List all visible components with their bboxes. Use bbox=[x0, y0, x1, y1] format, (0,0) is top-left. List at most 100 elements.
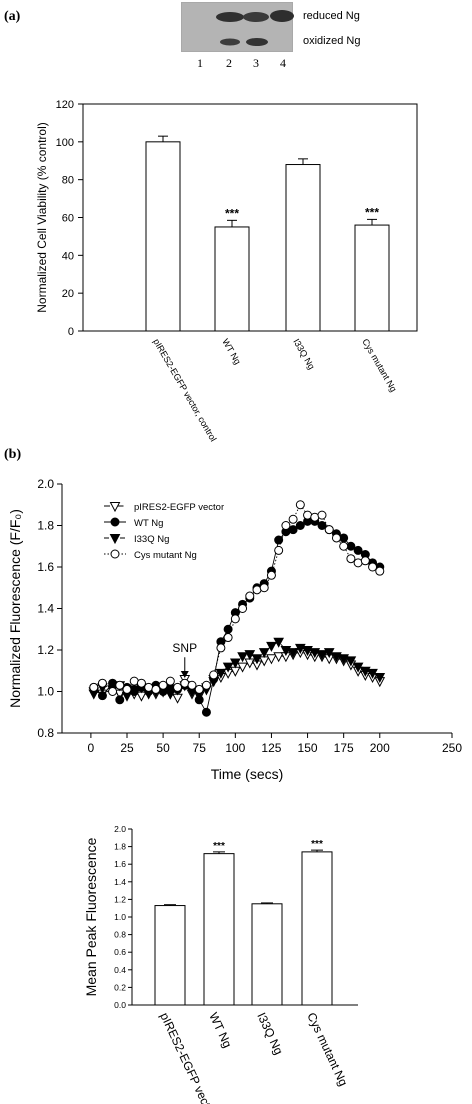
data-point bbox=[374, 672, 386, 684]
data-point bbox=[346, 554, 356, 564]
data-point bbox=[266, 570, 276, 580]
data-point bbox=[317, 510, 327, 520]
gel-lane-3: 3 bbox=[253, 56, 259, 70]
data-point bbox=[128, 685, 140, 696]
peak-fluorescence-bar-chart: 0.0 0.2 0.4 0.6 0.8 1.0 1.2 1.4 1.6 1.8 2.0 pIRES2-… bbox=[83, 824, 358, 1104]
data-point bbox=[281, 521, 291, 530]
gel-image bbox=[181, 2, 294, 52]
data-point bbox=[230, 614, 240, 624]
data-point bbox=[165, 676, 175, 686]
x-category-label: I33Q Ng bbox=[291, 337, 316, 371]
legend-marker bbox=[109, 534, 121, 545]
y-tick-label: 0 bbox=[68, 326, 74, 338]
x-tick-label: 250 bbox=[442, 741, 462, 755]
data-point bbox=[136, 691, 147, 702]
x-tick-label: 100 bbox=[225, 741, 245, 755]
y-axis-title: Normalized Fluorescence (F/F₀) bbox=[7, 509, 23, 708]
bar bbox=[214, 226, 250, 332]
data-point bbox=[173, 682, 183, 692]
legend-label: WT Ng bbox=[134, 518, 163, 529]
data-point bbox=[360, 556, 370, 566]
data-point bbox=[209, 670, 219, 680]
y-tick-label: 0.4 bbox=[114, 965, 126, 975]
data-point bbox=[324, 525, 334, 535]
y-tick-label: 1.2 bbox=[114, 894, 126, 904]
gel-band-label-oxidized: oxidized Ng bbox=[303, 35, 360, 47]
legend-label: I33Q Ng bbox=[134, 534, 169, 545]
y-tick-label: 1.6 bbox=[114, 859, 126, 869]
y-tick-label: 0.8 bbox=[114, 930, 126, 940]
data-point bbox=[223, 633, 233, 643]
data-point bbox=[295, 521, 305, 530]
data-point bbox=[115, 695, 125, 705]
y-tick-label: 100 bbox=[56, 137, 74, 149]
x-category-label: pIRES2-EGFP vector bbox=[157, 1010, 218, 1104]
bar bbox=[145, 141, 181, 332]
x-category-label: WT Ng bbox=[220, 337, 243, 366]
x-axis-title: Time (secs) bbox=[211, 766, 284, 782]
significance-label: *** bbox=[365, 205, 379, 219]
y-tick-label: 1.8 bbox=[37, 519, 54, 533]
series-group bbox=[89, 500, 385, 696]
bar bbox=[251, 903, 283, 1006]
data-point bbox=[108, 687, 118, 696]
data-point bbox=[158, 680, 168, 690]
legend-marker bbox=[109, 502, 121, 513]
y-axis-title: Normalized Cell Viability (% control) bbox=[35, 122, 49, 313]
data-point bbox=[222, 662, 234, 673]
data-point bbox=[115, 680, 125, 690]
y-tick-label: 1.4 bbox=[114, 877, 126, 887]
x-category-label: WT Ng bbox=[206, 1010, 234, 1050]
data-point bbox=[223, 624, 233, 634]
x-tick-label: 50 bbox=[156, 741, 170, 755]
data-point bbox=[187, 680, 197, 690]
y-tick-label: 60 bbox=[62, 213, 74, 225]
bar bbox=[354, 224, 390, 332]
viability-bar-chart: 0 20 40 60 80 100 120 pIRES2-EGFP vector, contr… bbox=[35, 99, 418, 443]
y-tick-label: 40 bbox=[62, 250, 74, 262]
y-tick-label: 0.6 bbox=[114, 947, 126, 957]
significance-label: *** bbox=[213, 841, 225, 852]
x-tick-label: 125 bbox=[261, 741, 281, 755]
data-point bbox=[368, 562, 378, 572]
y-tick-label: 120 bbox=[56, 99, 74, 111]
x-tick-label: 25 bbox=[120, 741, 134, 755]
gel-lane-2: 2 bbox=[226, 56, 232, 70]
y-tick-label: 1.0 bbox=[114, 912, 126, 922]
data-point bbox=[151, 684, 161, 694]
y-tick-label: 1.8 bbox=[114, 842, 126, 852]
data-point bbox=[274, 535, 284, 545]
x-tick-label: 150 bbox=[298, 741, 318, 755]
y-tick-label: 2.0 bbox=[114, 824, 126, 834]
y-tick-label: 0.8 bbox=[37, 726, 54, 740]
y-tick-label: 0.0 bbox=[114, 1000, 126, 1010]
data-point bbox=[201, 680, 211, 690]
data-point bbox=[375, 566, 385, 576]
data-point bbox=[230, 658, 241, 669]
x-tick-label: 0 bbox=[88, 741, 95, 755]
x-category-label: I33Q Ng bbox=[254, 1010, 286, 1056]
data-point bbox=[237, 652, 248, 663]
data-point bbox=[259, 583, 269, 593]
y-axis-title: Mean Peak Fluorescence bbox=[83, 837, 99, 996]
data-point bbox=[345, 656, 357, 667]
data-point bbox=[215, 668, 227, 679]
y-tick-label: 0.2 bbox=[114, 982, 126, 992]
panel-b-label: (b) bbox=[4, 447, 21, 462]
x-tick-label: 200 bbox=[370, 741, 390, 755]
data-point bbox=[266, 654, 277, 665]
data-point bbox=[201, 707, 211, 717]
data-point bbox=[273, 637, 284, 648]
x-category-label: Cys mutant Ng bbox=[304, 1010, 350, 1088]
data-point bbox=[353, 545, 363, 555]
y-tick-label: 20 bbox=[62, 288, 74, 300]
data-point bbox=[122, 684, 132, 694]
bar bbox=[301, 851, 333, 1006]
data-point bbox=[216, 643, 226, 653]
data-point bbox=[266, 641, 277, 652]
gel-lane-4: 4 bbox=[280, 56, 286, 70]
data-point bbox=[316, 650, 328, 661]
data-point bbox=[287, 648, 299, 659]
data-point bbox=[97, 678, 107, 688]
